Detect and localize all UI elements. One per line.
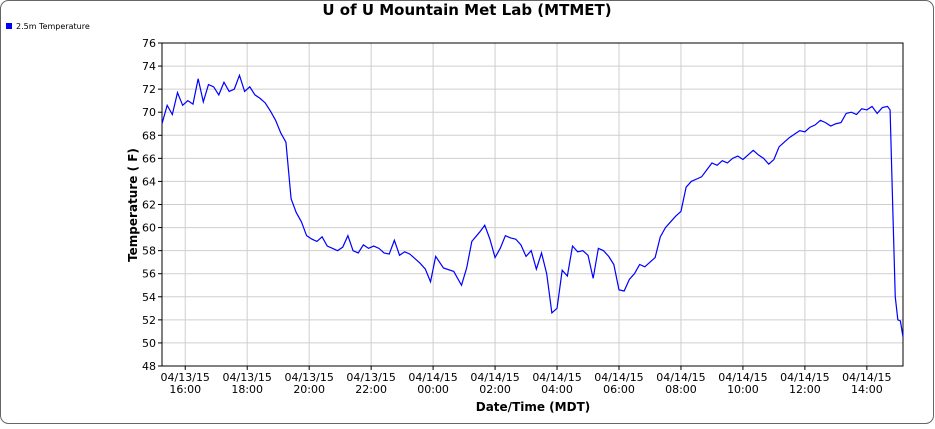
y-axis-label: Temperature ( F) <box>126 148 140 262</box>
x-tick-label: 10:00 <box>727 383 759 396</box>
x-tick-label: 04/14/15 <box>408 371 457 384</box>
y-tick-label: 48 <box>142 360 156 373</box>
x-tick-label: 04/13/15 <box>346 371 395 384</box>
y-tick-label: 74 <box>142 60 156 73</box>
y-tick-label: 60 <box>142 222 156 235</box>
y-tick-label: 58 <box>142 245 156 258</box>
y-tick-label: 56 <box>142 268 156 281</box>
y-tick-label: 72 <box>142 83 156 96</box>
y-tick-label: 50 <box>142 337 156 350</box>
x-tick-label: 02:00 <box>479 383 511 396</box>
y-tick-label: 52 <box>142 314 156 327</box>
x-tick-label: 22:00 <box>355 383 387 396</box>
x-tick-label: 04/14/15 <box>532 371 581 384</box>
x-tick-label: 04/14/15 <box>470 371 519 384</box>
legend-label: 2.5m Temperature <box>16 22 90 31</box>
x-tick-label: 12:00 <box>789 383 821 396</box>
x-tick-label: 04/13/15 <box>222 371 271 384</box>
plot-area <box>161 42 904 367</box>
x-tick-label: 04/14/15 <box>656 371 705 384</box>
x-tick-label: 04/14/15 <box>842 371 891 384</box>
y-tick-label: 54 <box>142 291 156 304</box>
x-tick-label: 20:00 <box>293 383 325 396</box>
y-tick-label: 76 <box>142 37 156 50</box>
x-tick-label: 04/14/15 <box>718 371 767 384</box>
data-line <box>161 73 904 338</box>
y-tick-label: 66 <box>142 152 156 165</box>
x-axis-label: Date/Time (MDT) <box>476 400 591 414</box>
x-tick-label: 04/14/15 <box>594 371 643 384</box>
x-tick-label: 04/13/15 <box>284 371 333 384</box>
x-tick-label: 08:00 <box>665 383 697 396</box>
x-tick-label: 04/14/15 <box>780 371 829 384</box>
chart-title: U of U Mountain Met Lab (MTMET) <box>322 1 611 19</box>
y-tick-label: 68 <box>142 129 156 142</box>
y-tick-label: 64 <box>142 175 156 188</box>
legend-swatch <box>6 23 12 29</box>
x-tick-label: 16:00 <box>169 383 201 396</box>
x-tick-label: 00:00 <box>417 383 449 396</box>
y-tick-label: 62 <box>142 199 156 212</box>
x-tick-label: 06:00 <box>603 383 635 396</box>
x-tick-label: 04/13/15 <box>161 371 210 384</box>
x-tick-label: 18:00 <box>231 383 263 396</box>
x-tick-label: 04:00 <box>541 383 573 396</box>
x-tick-label: 14:00 <box>851 383 883 396</box>
y-tick-label: 70 <box>142 106 156 119</box>
